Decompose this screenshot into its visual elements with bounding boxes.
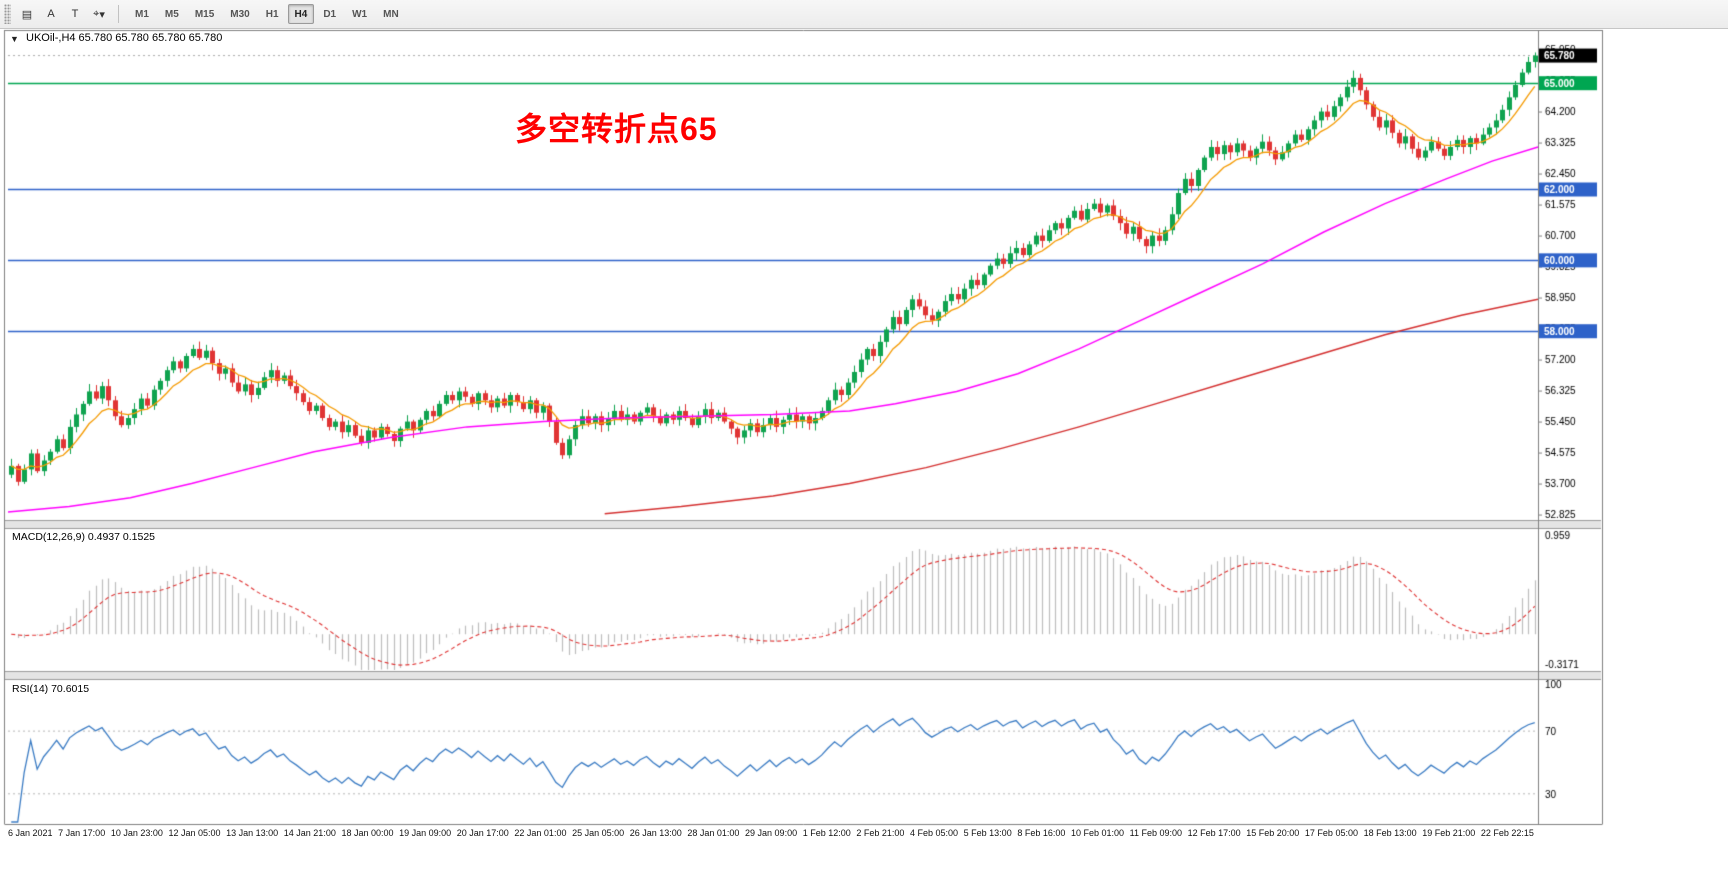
timeframe-button-d1[interactable]: D1	[316, 4, 343, 24]
time-axis-label: 10 Jan 23:00	[110, 828, 163, 838]
time-axis-label: 15 Feb 20:00	[1246, 828, 1300, 838]
toolbar: ▤ A T ⌖ ▾ M1 M5 M15 M30 H1 H4 D1 W1 MN	[0, 0, 1728, 29]
time-axis-label: 18 Feb 13:00	[1363, 828, 1417, 838]
time-axis-label: 22 Jan 01:00	[514, 828, 567, 838]
timeframe-group: M1 M5 M15 M30 H1 H4 D1 W1 MN	[127, 4, 407, 24]
macd-indicator-label: MACD(12,26,9) 0.4937 0.1525	[12, 531, 156, 543]
time-axis-label: 6 Jan 2021	[8, 828, 53, 838]
time-axis-label: 1 Feb 12:00	[802, 828, 851, 838]
toolbar-grip[interactable]	[4, 4, 11, 24]
time-axis-label: 22 Feb 22:15	[1480, 828, 1534, 838]
timeframe-button-mn[interactable]: MN	[376, 4, 406, 24]
chart-window-icon[interactable]: ▤	[16, 3, 38, 25]
time-axis-label: 19 Jan 09:00	[399, 828, 452, 838]
rsi-indicator-label: RSI(14) 70.6015	[12, 683, 90, 695]
time-axis-label: 13 Jan 13:00	[226, 828, 279, 838]
chevron-down-icon: ▾	[99, 8, 105, 21]
chart-annotation-text: 多空转折点65	[515, 111, 718, 147]
one-click-trading-expander[interactable]: ▼	[10, 34, 19, 44]
time-axis: 6 Jan 2021 7 Jan 17:00 10 Jan 23:00 12 Jan …	[8, 828, 1534, 841]
timeframe-button-h4[interactable]: H4	[287, 4, 315, 24]
timeframe-button-h1[interactable]: H1	[259, 4, 286, 24]
time-axis-label: 12 Feb 17:00	[1187, 828, 1241, 838]
annotation-a-button[interactable]: A	[40, 3, 62, 25]
timeframe-button-m1[interactable]: M1	[128, 4, 156, 24]
time-axis-label: 2 Feb 21:00	[856, 828, 905, 838]
text-label-button[interactable]: T	[64, 3, 86, 25]
time-axis-label: 19 Feb 21:00	[1422, 828, 1476, 838]
time-axis-label: 18 Jan 00:00	[341, 828, 394, 838]
crosshair-icon: ⌖	[93, 7, 100, 20]
time-axis-label: 7 Jan 17:00	[58, 828, 106, 838]
time-axis-label: 4 Feb 05:00	[910, 828, 959, 838]
timeframe-button-m15[interactable]: M15	[188, 4, 221, 24]
timeframe-button-m30[interactable]: M30	[223, 4, 256, 24]
toolbar-separator	[118, 5, 119, 23]
time-axis-label: 11 Feb 09:00	[1129, 828, 1182, 838]
time-axis-label: 20 Jan 17:00	[456, 828, 509, 838]
symbol-title: UKOil-,H4 65.780 65.780 65.780 65.780	[26, 32, 223, 44]
time-axis-label: 25 Jan 05:00	[572, 828, 625, 838]
crosshair-dropdown-button[interactable]: ⌖ ▾	[88, 3, 110, 25]
time-axis-label: 26 Jan 13:00	[629, 828, 682, 838]
time-axis-label: 17 Feb 05:00	[1304, 828, 1358, 838]
time-axis-label: 12 Jan 05:00	[168, 828, 221, 838]
time-axis-label: 14 Jan 21:00	[283, 828, 336, 838]
timeframe-button-m5[interactable]: M5	[158, 4, 186, 24]
time-axis-label: 29 Jan 09:00	[745, 828, 798, 838]
time-axis-label: 28 Jan 01:00	[687, 828, 740, 838]
time-axis-label: 8 Feb 16:00	[1017, 828, 1066, 838]
timeframe-button-w1[interactable]: W1	[345, 4, 374, 24]
time-axis-label: 10 Feb 01:00	[1070, 828, 1125, 838]
time-axis-label: 5 Feb 13:00	[963, 828, 1012, 838]
